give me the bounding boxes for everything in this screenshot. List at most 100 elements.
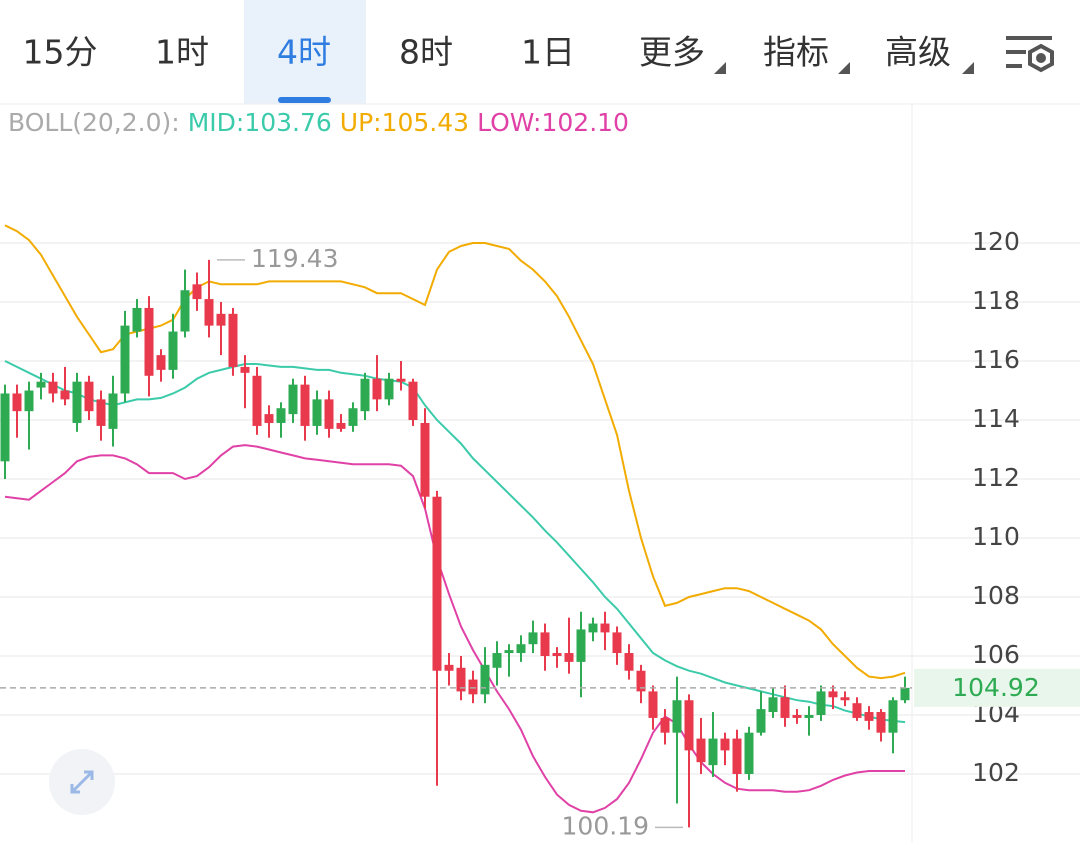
candle-body [768, 697, 778, 713]
y-tick-label: 102 [972, 758, 1020, 787]
tab[interactable]: 4时 [277, 33, 331, 72]
high-label: 119.43 [251, 244, 338, 273]
tab[interactable]: 更多 [639, 33, 705, 72]
candle-body [744, 732, 754, 774]
candle-body [336, 422, 346, 429]
y-tick-label: 106 [972, 640, 1020, 669]
indicator-legend: BOLL(20,2.0): MID:103.76 UP:105.43 LOW:102.… [8, 108, 629, 137]
legend-entry: UP:105.43 [340, 108, 469, 137]
icon-hex [1028, 43, 1054, 73]
candle-body [108, 393, 118, 429]
band-line [4, 444, 905, 814]
candle-body [132, 307, 142, 332]
candle-body [0, 393, 10, 462]
candle-body [300, 384, 310, 426]
y-tick-label: 110 [972, 522, 1020, 551]
low-label: 100.19 [562, 811, 649, 840]
candle-body [276, 408, 286, 423]
candle-body [444, 664, 454, 671]
candle-body [780, 697, 790, 718]
candle-body [216, 313, 226, 326]
tab[interactable]: 1日 [521, 33, 575, 72]
candle-body [60, 390, 70, 400]
band-line [4, 224, 906, 680]
active-tab-indicator [278, 97, 331, 103]
candle-body [828, 691, 838, 698]
candle-body [204, 299, 214, 326]
candle-body [636, 670, 646, 692]
dropdown-arrow [838, 62, 850, 74]
candle-body [36, 381, 46, 388]
expand-button[interactable] [49, 749, 115, 815]
candle-body [696, 738, 706, 763]
candle-body [168, 331, 178, 370]
candle-body [312, 399, 322, 426]
candle-body [600, 623, 610, 633]
active-tab-background [244, 0, 366, 104]
candle-body [96, 399, 106, 426]
icon-dot [1036, 53, 1046, 63]
candle-body [456, 667, 466, 692]
candle-body [84, 381, 94, 412]
indicator-label: BOLL(20,2.0): [8, 108, 180, 137]
candle-body [48, 381, 58, 394]
candle-body [228, 313, 238, 367]
candle-body [864, 712, 874, 721]
candle-body [492, 653, 502, 668]
plot [0, 224, 1080, 829]
candle-body [564, 653, 574, 662]
candle-body [804, 714, 814, 718]
candle-body [756, 709, 766, 733]
candle-body [372, 378, 382, 400]
last-price-badge [914, 668, 1080, 707]
candle-body [648, 691, 658, 718]
candle-body [816, 691, 826, 715]
candle-body [432, 496, 442, 671]
expand-arrows [70, 770, 94, 794]
candle-body [888, 700, 898, 733]
candle-body [588, 623, 598, 633]
candle-body [516, 644, 526, 654]
candle-body [360, 378, 370, 412]
candle-body [384, 378, 394, 400]
candle-body [288, 384, 298, 415]
candle-body [480, 664, 490, 695]
tab[interactable]: 高级 [885, 33, 951, 72]
y-tick-label: 116 [972, 345, 1020, 374]
candle-body [240, 366, 250, 373]
settings-icon[interactable] [1006, 36, 1054, 73]
candle-body [420, 422, 430, 497]
candle-body [708, 738, 718, 766]
candle-body [900, 687, 910, 701]
candle-body [468, 679, 478, 695]
y-tick-label: 114 [972, 404, 1020, 433]
y-tick-label: 108 [972, 581, 1020, 610]
candle-body [348, 408, 358, 426]
candle-body [408, 381, 418, 421]
candle-body [852, 703, 862, 718]
tab[interactable]: 8时 [399, 33, 453, 72]
candle-body [12, 393, 22, 412]
tab[interactable]: 指标 [763, 33, 829, 72]
tab[interactable]: 1时 [155, 33, 209, 72]
candle-body [624, 653, 634, 671]
candle-body [396, 378, 406, 382]
y-tick-label: 118 [972, 286, 1020, 315]
candle-body [720, 738, 730, 751]
candle-body [732, 738, 742, 774]
candle-body [324, 399, 334, 429]
candle-body [156, 355, 166, 370]
candle-body [552, 653, 562, 656]
y-tick-label: 112 [972, 463, 1020, 492]
candle-body [504, 650, 514, 654]
candle-body [120, 325, 130, 394]
band-line [4, 360, 906, 724]
candle-body [792, 714, 802, 718]
candle-body [528, 632, 538, 645]
dropdown-arrow [714, 62, 726, 74]
candle-body [192, 284, 202, 300]
candle-body [180, 290, 190, 332]
tab[interactable]: 15分 [23, 33, 98, 72]
